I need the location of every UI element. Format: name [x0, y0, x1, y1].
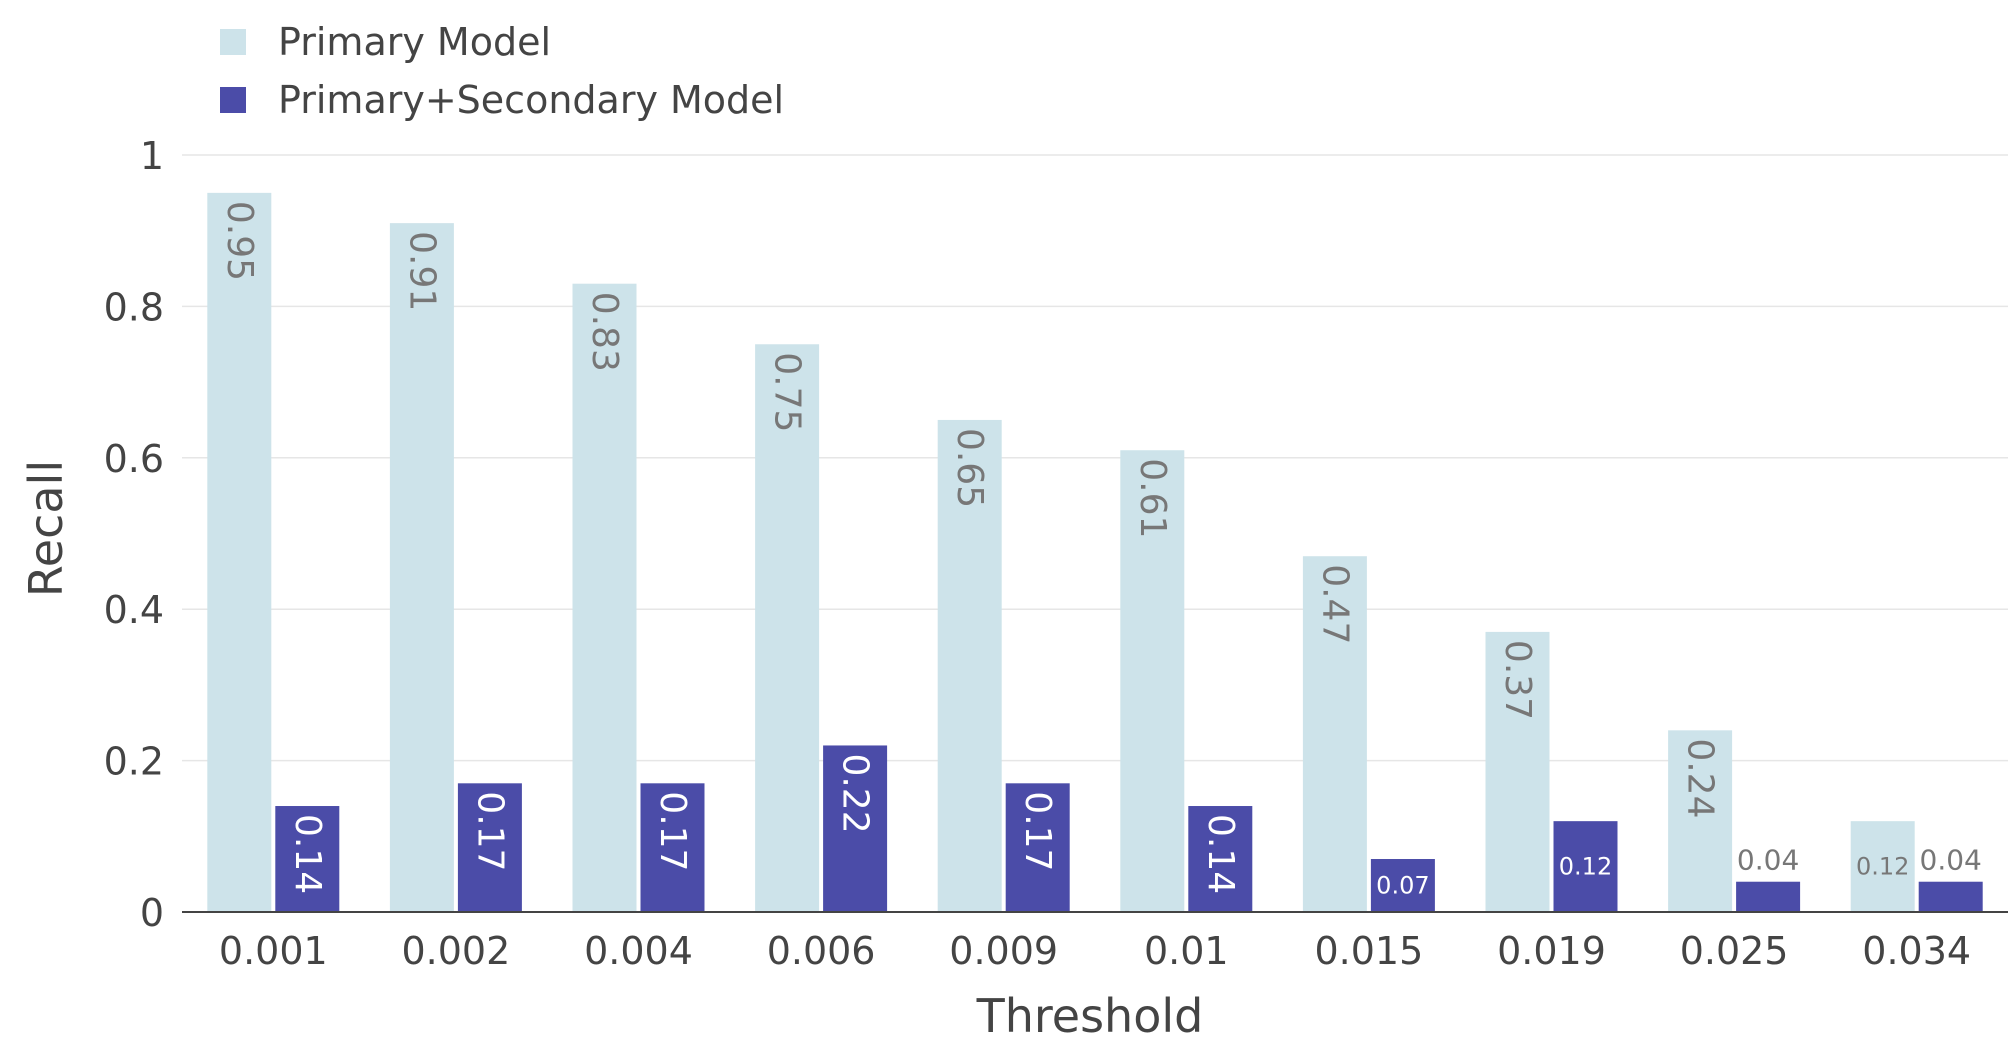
x-tick-label: 0.009 — [949, 929, 1058, 973]
bar-primary-secondary — [823, 745, 888, 912]
x-tick-label: 0.019 — [1497, 929, 1606, 973]
x-tick-label: 0.006 — [767, 929, 876, 973]
bar-value-label: 0.14 — [1200, 814, 1241, 894]
bar-primary-secondary — [1736, 881, 1801, 912]
bar-primary — [1485, 631, 1550, 912]
bar-primary-secondary — [457, 783, 522, 912]
bar-value-label: 0.61 — [1132, 458, 1173, 538]
bar-value-label: 0.12 — [1559, 853, 1612, 881]
bar-primary — [1302, 556, 1367, 912]
bar-value-label: 0.04 — [1920, 844, 1982, 877]
legend-label: Primary Model — [278, 20, 551, 64]
x-tick-label: 0.034 — [1862, 929, 1971, 973]
y-tick-label: 0.6 — [104, 437, 164, 481]
bar-value-label: 0.47 — [1314, 564, 1355, 644]
x-tick-label: 0.002 — [402, 929, 511, 973]
bar-primary-secondary — [275, 806, 340, 912]
bar-primary — [937, 419, 1002, 912]
bar-primary — [1850, 821, 1915, 912]
bar-value-label: 0.37 — [1497, 640, 1538, 720]
legend: Primary Model Primary+Secondary Model — [220, 20, 784, 122]
y-tick-label: 0 — [140, 891, 164, 935]
bar-primary — [572, 283, 637, 912]
bars — [207, 192, 1983, 913]
legend-swatch — [220, 29, 246, 55]
bar-value-label: 0.17 — [652, 791, 693, 871]
bar-value-label: 0.95 — [219, 201, 260, 281]
gridlines — [182, 154, 2008, 762]
bar-primary — [389, 223, 454, 912]
bar-primary-secondary — [1918, 881, 1983, 912]
x-tick-label: 0.001 — [219, 929, 328, 973]
bar-value-label: 0.12 — [1856, 853, 1909, 881]
bar-primary-secondary — [1188, 806, 1253, 912]
y-tick-label: 0.2 — [104, 740, 164, 784]
bar-value-label: 0.65 — [949, 428, 990, 508]
x-axis-title: Threshold — [976, 989, 1204, 1043]
x-tick-label: 0.025 — [1680, 929, 1789, 973]
bar-value-label: 0.17 — [1017, 791, 1058, 871]
bar-primary-secondary — [1005, 783, 1070, 912]
y-tick-label: 1 — [140, 134, 164, 178]
bar-value-label: 0.04 — [1737, 844, 1799, 877]
x-tick-label: 0.015 — [1315, 929, 1424, 973]
legend-swatch — [220, 87, 246, 113]
bar-value-label: 0.91 — [401, 231, 442, 311]
bar-primary-secondary — [1370, 859, 1435, 912]
bar-labels: 0.95 0.14 0.91 0.17 0.83 0.17 0.75 0.22 0.65 0.17… — [219, 201, 1982, 900]
x-axis-ticks: 0.001 0.002 0.004 0.006 0.009 0.01 0.015 0.019 0… — [219, 929, 1971, 973]
y-axis-title: Recall — [19, 460, 73, 597]
y-tick-label: 0.4 — [104, 588, 164, 632]
bar-value-label: 0.75 — [767, 352, 808, 432]
bar-value-label: 0.14 — [287, 814, 328, 894]
legend-label: Primary+Secondary Model — [278, 78, 784, 122]
bar-primary — [755, 344, 820, 912]
bar-value-label: 0.17 — [469, 791, 510, 871]
y-tick-label: 0.8 — [104, 285, 164, 329]
y-axis-ticks: 0 0.2 0.4 0.6 0.8 1 — [104, 134, 164, 935]
bar-primary-secondary — [640, 783, 705, 912]
bar-primary-secondary — [1553, 821, 1618, 912]
x-tick-label: 0.004 — [584, 929, 693, 973]
bar-value-label: 0.83 — [584, 292, 625, 372]
bar-primary — [207, 192, 272, 913]
bar-value-label: 0.07 — [1376, 872, 1429, 900]
bar-primary — [1120, 450, 1185, 912]
x-tick-label: 0.01 — [1144, 929, 1229, 973]
bar-primary — [1668, 730, 1733, 912]
bar-value-label: 0.24 — [1680, 738, 1721, 818]
bar-value-label: 0.22 — [835, 753, 876, 833]
